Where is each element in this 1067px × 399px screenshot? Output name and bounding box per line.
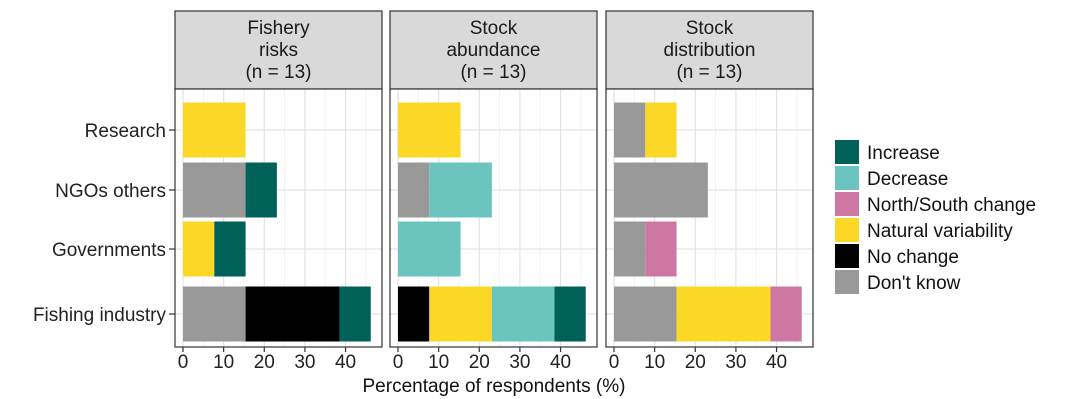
x-tick-label: 20 — [685, 352, 706, 373]
bar-segment-fishing-industry-increase — [339, 286, 371, 342]
bar-segment-fishing-industry-north-south-change — [770, 286, 802, 342]
legend-label-natural-variability: Natural variability — [867, 221, 1013, 242]
legend-label-no-change: No change — [867, 247, 959, 268]
legend-swatch-north-south-change — [835, 192, 859, 216]
panel-border — [389, 88, 598, 348]
legend-label-increase: Increase — [867, 143, 940, 164]
x-tick-label: 30 — [294, 352, 315, 373]
bar-segment-fishing-industry-natural-variability — [676, 286, 771, 342]
bar-segment-ngos-others-don-t-know — [614, 162, 708, 218]
bar-segment-ngos-others-increase — [245, 162, 277, 218]
bar-segment-fishing-industry-no-change — [245, 286, 340, 342]
legend-swatch-don-t-know — [835, 270, 859, 294]
y-category-label-research: Research — [85, 121, 166, 142]
legend-label-north-south-change: North/South change — [867, 195, 1036, 216]
x-tick-label: 30 — [509, 352, 530, 373]
x-tick-label: 30 — [725, 352, 746, 373]
x-tick-label: 0 — [393, 352, 404, 373]
panel-strip — [389, 10, 598, 90]
bar-segment-governments-natural-variability — [183, 221, 215, 277]
legend-label-decrease: Decrease — [867, 169, 948, 190]
panel-title-line: (n = 13) — [460, 62, 526, 83]
y-category-label-fishing-industry: Fishing industry — [33, 305, 167, 326]
bar-segment-governments-north-south-change — [645, 221, 677, 277]
panel-title-line: abundance — [446, 40, 540, 61]
legend-swatch-decrease — [835, 166, 859, 190]
x-tick-label: 10 — [213, 352, 234, 373]
bar-segment-ngos-others-don-t-know — [398, 162, 430, 218]
legend-label-don-t-know: Don't know — [867, 273, 961, 294]
panel-strip — [174, 10, 383, 90]
panel-title-line: (n = 13) — [676, 62, 742, 83]
panel-border — [605, 88, 814, 348]
bar-segment-research-natural-variability — [645, 102, 677, 158]
panel-title-line: risks — [259, 40, 298, 61]
bar-segment-fishing-industry-don-t-know — [183, 286, 246, 342]
bar-segment-fishing-industry-natural-variability — [429, 286, 492, 342]
bar-segment-research-don-t-know — [614, 102, 646, 158]
x-tick-label: 40 — [550, 352, 571, 373]
legend-swatch-no-change — [835, 244, 859, 268]
y-category-label-ngos-others: NGOs others — [55, 181, 166, 202]
panel-title-line: Fishery — [247, 18, 310, 39]
x-axis-title: Percentage of respondents (%) — [363, 376, 626, 397]
panel-border — [174, 88, 383, 348]
panel-strip — [605, 10, 814, 90]
x-tick-label: 10 — [644, 352, 665, 373]
bar-segment-fishing-industry-decrease — [491, 286, 555, 342]
bar-segment-fishing-industry-don-t-know — [614, 286, 677, 342]
bar-segment-research-natural-variability — [183, 102, 246, 158]
legend-swatch-natural-variability — [835, 218, 859, 242]
x-tick-label: 0 — [178, 352, 189, 373]
panel-title-line: Stock — [470, 18, 518, 39]
x-tick-label: 20 — [254, 352, 275, 373]
x-tick-label: 40 — [766, 352, 787, 373]
bar-segment-governments-don-t-know — [614, 221, 646, 277]
bar-segment-fishing-industry-no-change — [398, 286, 430, 342]
bar-segment-research-natural-variability — [398, 102, 461, 158]
legend-swatch-increase — [835, 140, 859, 164]
x-tick-label: 40 — [335, 352, 356, 373]
bar-segment-governments-decrease — [398, 221, 461, 277]
bar-segment-governments-increase — [214, 221, 246, 277]
y-category-label-governments: Governments — [52, 240, 166, 261]
bar-segment-fishing-industry-increase — [554, 286, 586, 342]
x-tick-label: 20 — [469, 352, 490, 373]
panel-title-line: (n = 13) — [245, 62, 311, 83]
panel-title-line: distribution — [664, 40, 756, 61]
x-tick-label: 10 — [428, 352, 449, 373]
bar-segment-ngos-others-don-t-know — [183, 162, 246, 218]
panel-title-line: Stock — [686, 18, 734, 39]
bar-segment-ngos-others-decrease — [429, 162, 492, 218]
x-tick-label: 0 — [609, 352, 620, 373]
legend: Increase Decrease North/South change Natura… — [835, 140, 1036, 294]
